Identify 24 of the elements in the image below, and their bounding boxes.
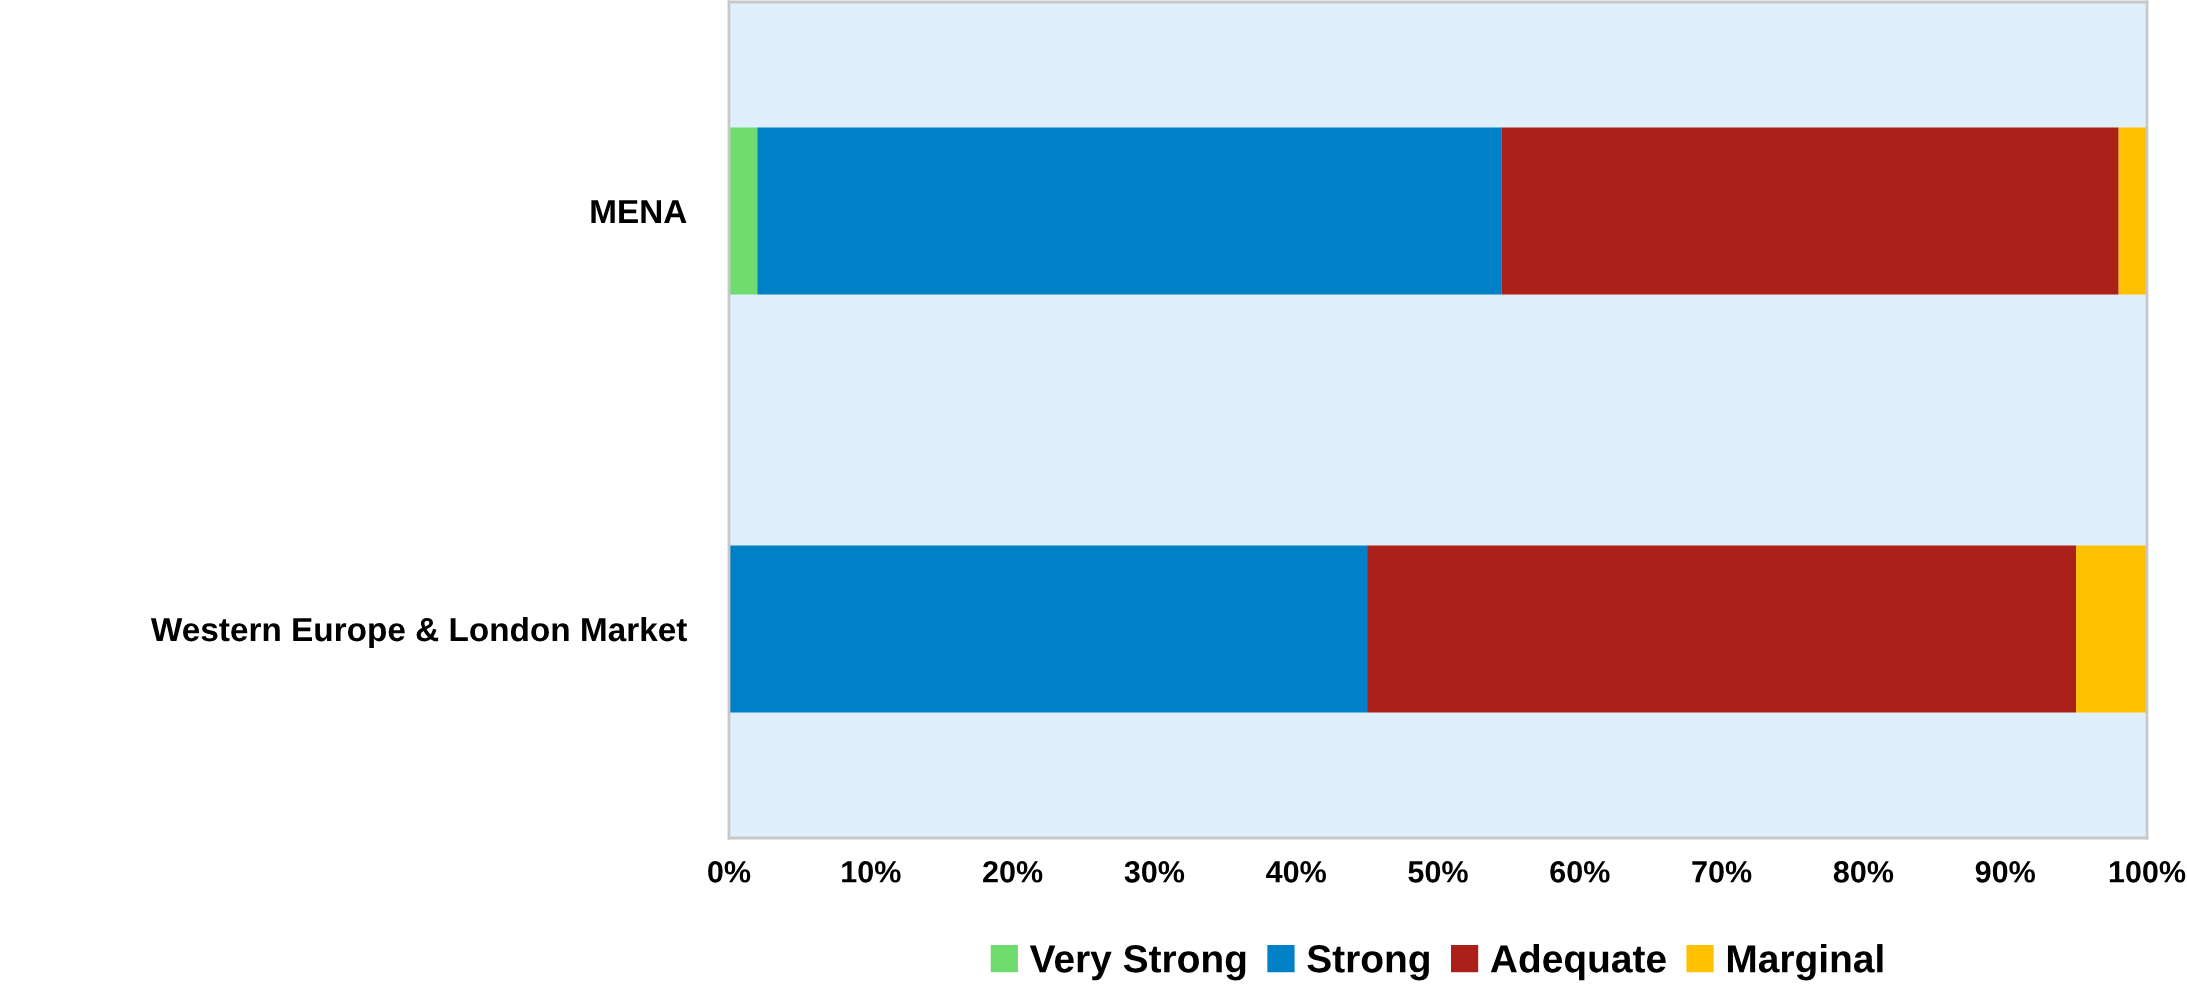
y-tick-label: MENA (591, 200, 687, 224)
x-tick-label: 70% (1692, 861, 1752, 883)
legend-label: Adequate (1490, 944, 1666, 981)
x-tick-label: 100% (2109, 861, 2186, 883)
bar (729, 545, 1368, 713)
bar (729, 127, 758, 295)
x-tick-label: 0% (708, 861, 751, 883)
y-tick-label: Western Europe & London Market (150, 616, 687, 648)
x-tick-label: 60% (1550, 861, 1610, 883)
x-tick-label: 20% (983, 861, 1043, 883)
x-tick-label: 50% (1408, 861, 1468, 883)
x-tick-label: 10% (842, 861, 901, 883)
legend-label: Very Strong (1029, 945, 1246, 981)
legend-label: Strong (1307, 945, 1429, 981)
x-tick-label: 40% (1266, 861, 1326, 883)
x-tick-label: 30% (1124, 861, 1185, 883)
bar (1501, 127, 2119, 295)
bar (2076, 545, 2147, 713)
x-tick-label: 90% (1975, 861, 2035, 883)
bar (2118, 127, 2147, 295)
bar (757, 127, 1502, 295)
legend-label: Marginal (1727, 944, 1883, 981)
x-tick-label: 80% (1833, 861, 1894, 883)
bar (1367, 545, 2077, 713)
